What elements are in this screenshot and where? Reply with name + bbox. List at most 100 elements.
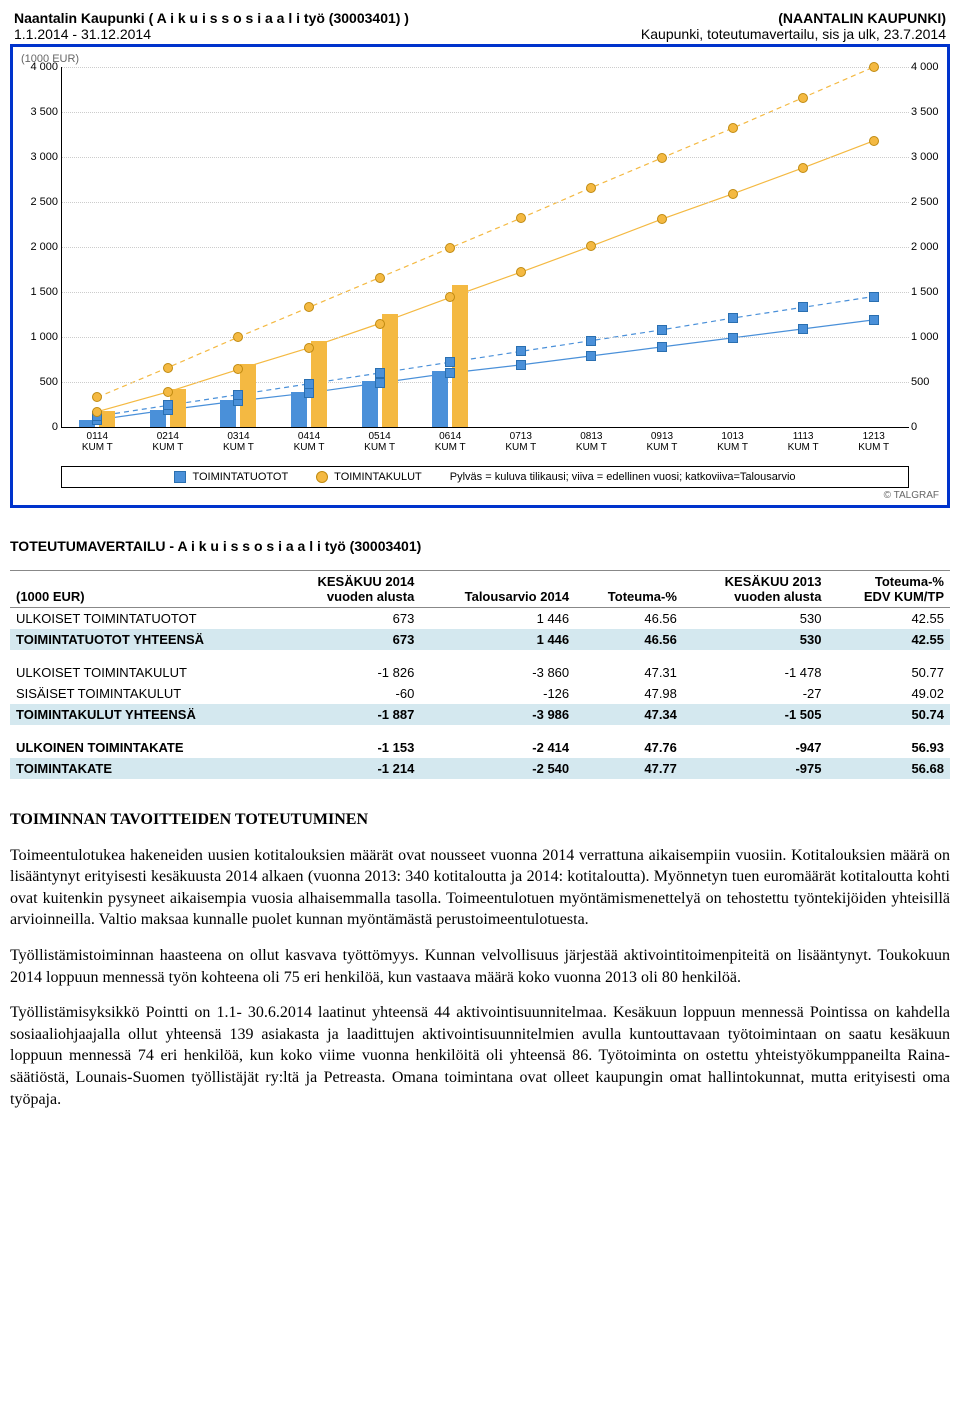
row-value: 42.55 xyxy=(827,608,950,630)
marker xyxy=(798,302,808,312)
ytick-left: 0 xyxy=(22,421,58,433)
row-value: 47.98 xyxy=(575,683,683,704)
prose-p3: Työllistämisyksikkö Pointti on 1.1- 30.6… xyxy=(10,1002,950,1110)
marker xyxy=(869,292,879,302)
marker xyxy=(445,243,455,253)
marker xyxy=(92,392,102,402)
marker xyxy=(92,407,102,417)
prose-section: TOIMINNAN TAVOITTEIDEN TOTEUTUMINEN Toim… xyxy=(10,809,950,1110)
marker xyxy=(869,62,879,72)
ytick-left: 4 000 xyxy=(22,61,58,73)
marker xyxy=(375,273,385,283)
row-value: -975 xyxy=(683,758,828,779)
ytick-left: 3 000 xyxy=(22,151,58,163)
marker xyxy=(233,332,243,342)
table-row: ULKOINEN TOIMINTAKATE-1 153-2 41447.76-9… xyxy=(10,737,950,758)
row-value: 47.31 xyxy=(575,662,683,683)
table-col: KESÄKUU 2013vuoden alusta xyxy=(683,571,828,608)
data-table: (1000 EUR)KESÄKUU 2014vuoden alustaTalou… xyxy=(10,570,950,779)
row-value: -1 505 xyxy=(683,704,828,725)
header-title-left: Naantalin Kaupunki ( A i k u i s s o s i… xyxy=(14,10,409,26)
prose-p1: Toimeentulotukea hakeneiden uusien kotit… xyxy=(10,845,950,931)
row-value: 47.77 xyxy=(575,758,683,779)
table-col: KESÄKUU 2014vuoden alusta xyxy=(276,571,421,608)
marker xyxy=(586,183,596,193)
marker xyxy=(798,93,808,103)
row-value: -126 xyxy=(420,683,575,704)
row-value: 46.56 xyxy=(575,629,683,650)
table-unit: (1000 EUR) xyxy=(10,571,276,608)
x-label: 1013KUM T xyxy=(703,431,763,453)
row-label: ULKOINEN TOIMINTAKATE xyxy=(10,737,276,758)
table-col: Talousarvio 2014 xyxy=(420,571,575,608)
marker xyxy=(657,153,667,163)
legend-item-kulut: TOIMINTAKULUT xyxy=(316,471,422,483)
marker xyxy=(728,333,738,343)
marker xyxy=(728,123,738,133)
marker xyxy=(233,390,243,400)
table-row: SISÄISET TOIMINTAKULUT-60-12647.98-2749.… xyxy=(10,683,950,704)
chart-legend: TOIMINTATUOTOT TOIMINTAKULUT Pylväs = ku… xyxy=(61,466,909,488)
row-value: -1 887 xyxy=(276,704,421,725)
marker xyxy=(657,342,667,352)
x-label: 1213KUM T xyxy=(844,431,904,453)
marker xyxy=(445,368,455,378)
table-row: ULKOISET TOIMINTATUOTOT6731 44646.565304… xyxy=(10,608,950,630)
marker xyxy=(657,325,667,335)
row-label: SISÄISET TOIMINTAKULUT xyxy=(10,683,276,704)
row-value: 42.55 xyxy=(827,629,950,650)
row-value: 47.34 xyxy=(575,704,683,725)
ytick-right: 500 xyxy=(911,376,945,388)
row-value: 673 xyxy=(276,608,421,630)
legend-note: Pylväs = kuluva tilikausi; viiva = edell… xyxy=(450,471,796,483)
bar-orange xyxy=(452,285,468,427)
square-icon xyxy=(174,471,186,483)
chart-area: 005005001 0001 0001 5001 5002 0002 0002 … xyxy=(61,67,909,428)
ytick-right: 2 500 xyxy=(911,196,945,208)
ytick-left: 1 500 xyxy=(22,286,58,298)
table-title: TOTEUTUMAVERTAILU - A i k u i s s o s i … xyxy=(10,538,950,554)
row-value: -1 214 xyxy=(276,758,421,779)
row-label: TOIMINTAKULUT YHTEENSÄ xyxy=(10,704,276,725)
marker xyxy=(516,360,526,370)
prose-p2: Työllistämistoiminnan haasteena on ollut… xyxy=(10,945,950,988)
x-label: 0913KUM T xyxy=(632,431,692,453)
x-label: 0114KUM T xyxy=(67,431,127,453)
table-row: TOIMINTAKATE-1 214-2 54047.77-97556.68 xyxy=(10,758,950,779)
ytick-left: 2 000 xyxy=(22,241,58,253)
row-value: -60 xyxy=(276,683,421,704)
table-row: TOIMINTATUOTOT YHTEENSÄ6731 44646.565304… xyxy=(10,629,950,650)
ytick-left: 500 xyxy=(22,376,58,388)
row-label: TOIMINTATUOTOT YHTEENSÄ xyxy=(10,629,276,650)
row-value: -947 xyxy=(683,737,828,758)
header-title-right: (NAANTALIN KAUPUNKI) xyxy=(778,10,946,26)
row-value: -2 414 xyxy=(420,737,575,758)
x-label: 0414KUM T xyxy=(279,431,339,453)
row-value: -2 540 xyxy=(420,758,575,779)
table-section: TOTEUTUMAVERTAILU - A i k u i s s o s i … xyxy=(10,538,950,779)
marker xyxy=(375,319,385,329)
row-label: TOIMINTAKATE xyxy=(10,758,276,779)
row-value: -3 860 xyxy=(420,662,575,683)
marker xyxy=(233,364,243,374)
row-value: 46.56 xyxy=(575,608,683,630)
x-label: 0614KUM T xyxy=(420,431,480,453)
marker xyxy=(445,292,455,302)
marker xyxy=(375,378,385,388)
table-col: Toteuma-%EDV KUM/TP xyxy=(827,571,950,608)
marker xyxy=(163,400,173,410)
row-value: 49.02 xyxy=(827,683,950,704)
marker xyxy=(869,315,879,325)
row-value: -27 xyxy=(683,683,828,704)
table-row: TOIMINTAKULUT YHTEENSÄ-1 887-3 98647.34-… xyxy=(10,704,950,725)
marker xyxy=(516,213,526,223)
x-label: 0314KUM T xyxy=(208,431,268,453)
marker xyxy=(163,363,173,373)
marker xyxy=(586,336,596,346)
ytick-right: 1 000 xyxy=(911,331,945,343)
marker xyxy=(728,189,738,199)
marker xyxy=(375,368,385,378)
marker xyxy=(304,379,314,389)
row-value: 673 xyxy=(276,629,421,650)
row-label: ULKOISET TOIMINTATUOTOT xyxy=(10,608,276,630)
